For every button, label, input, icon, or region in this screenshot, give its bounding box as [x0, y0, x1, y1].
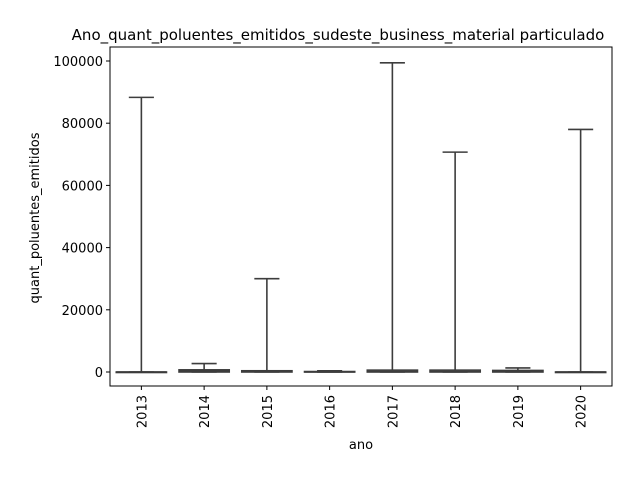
x-tick-label: 2018: [449, 395, 464, 428]
y-axis-label: quant_poluentes_emitidos: [28, 132, 43, 303]
y-tick-label: 40000: [62, 242, 103, 257]
x-tick-label: 2013: [135, 395, 150, 428]
x-axis-label: ano: [349, 438, 373, 453]
x-tick-label: 2016: [324, 395, 339, 428]
y-tick-label: 60000: [62, 179, 103, 194]
x-tick-label: 2014: [198, 395, 213, 428]
x-tick-label: 2019: [512, 395, 527, 428]
y-tick-label: 80000: [62, 117, 103, 132]
chart-title: Ano_quant_poluentes_emitidos_sudeste_bus…: [72, 26, 605, 45]
x-tick-label: 2020: [575, 395, 590, 428]
y-tick-label: 100000: [53, 55, 103, 70]
y-tick-label: 0: [95, 366, 103, 381]
x-tick-label: 2015: [261, 395, 276, 428]
plot-frame: [109, 46, 613, 387]
y-tick-label: 20000: [62, 304, 103, 319]
x-tick-label: 2017: [386, 395, 401, 428]
